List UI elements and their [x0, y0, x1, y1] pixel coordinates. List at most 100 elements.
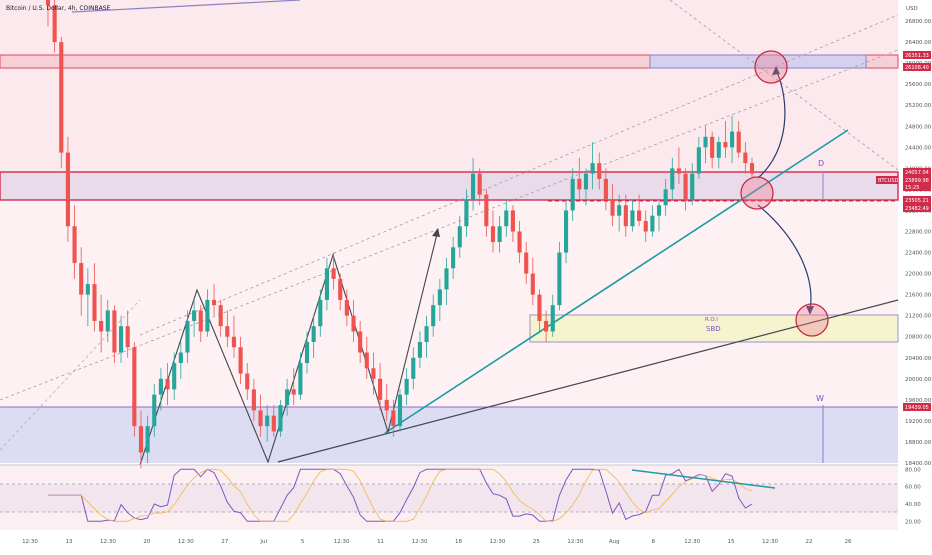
candle-body — [550, 305, 555, 332]
time-tick-label: Aug — [609, 539, 620, 545]
candle-body — [630, 210, 635, 227]
candle-body — [185, 320, 190, 353]
candle-body — [736, 131, 741, 153]
rsi-axis-ticks: 80.00 60.00 40.00 20.00 — [905, 467, 921, 525]
candle-body — [72, 226, 77, 264]
candle-body — [610, 199, 615, 216]
time-tick-label: 5 — [301, 539, 305, 545]
candle-body — [338, 278, 343, 300]
candle-body — [118, 326, 124, 353]
price-tick-label: 22800.00 — [905, 230, 932, 236]
time-tick-label: 12:30 — [334, 539, 350, 545]
candle-body — [344, 299, 349, 316]
target-circle-mid — [740, 176, 774, 210]
price-tick-label: 22400.00 — [905, 251, 932, 257]
candle-body — [218, 305, 223, 327]
candle-body — [45, 0, 51, 6]
sbd-zone — [529, 314, 899, 343]
rsi-line — [48, 468, 753, 522]
candle-body — [192, 310, 197, 321]
time-tick-label: 15 — [728, 539, 735, 545]
candle-body — [444, 268, 449, 290]
candle-body — [384, 399, 389, 411]
candle-body — [683, 173, 688, 200]
candle-body — [291, 389, 296, 395]
candle-body — [590, 163, 595, 174]
candle-body — [577, 178, 582, 190]
price-tag-bg — [903, 196, 931, 204]
time-tick-label: 27 — [221, 539, 228, 545]
candle-body — [730, 131, 735, 148]
candle-body — [570, 178, 575, 211]
time-tick-label: 25 — [533, 539, 540, 545]
candle-body — [504, 210, 509, 227]
rsi-divergence-line — [631, 469, 776, 489]
resistance-zone-mid — [0, 171, 899, 201]
candle-body — [211, 299, 217, 306]
candle-body — [490, 226, 496, 243]
candles-layer — [45, 0, 755, 469]
candle-body — [278, 405, 283, 432]
candle-body — [477, 173, 482, 195]
rsi-tick-label: 40.00 — [905, 502, 921, 508]
price-tick-label: 19600.00 — [905, 398, 932, 404]
candle-body — [617, 205, 622, 216]
time-tick-label: 20 — [143, 539, 150, 545]
price-tick-label: 18400.00 — [905, 461, 932, 467]
candle-body — [145, 426, 150, 453]
price-tick-label: 20400.00 — [905, 356, 932, 362]
trendline-dark — [277, 299, 899, 463]
candle-body — [743, 152, 748, 164]
price-tick-label: 24800.00 — [905, 124, 932, 130]
candle-body — [265, 415, 270, 427]
candle-body — [79, 263, 84, 295]
price-tag-label: 23482.49 — [905, 206, 929, 212]
candle-body — [710, 136, 715, 158]
candle-body — [417, 341, 422, 358]
time-tick-label: 12:30 — [178, 539, 194, 545]
price-tag-bg — [876, 176, 898, 184]
rsi-tick-label: 80.00 — [905, 467, 921, 473]
candle-body — [497, 226, 502, 243]
price-tag-bg — [903, 51, 931, 59]
candle-body — [696, 147, 701, 174]
price-axis-unit: USD — [906, 6, 918, 12]
candle-body — [112, 310, 117, 353]
time-tick-label: 12:30 — [412, 539, 428, 545]
price-tag-bg — [903, 403, 931, 411]
price-tag-label: 26108.40 — [905, 65, 929, 71]
channel-upper — [139, 14, 899, 336]
candle-body — [464, 199, 469, 227]
candle-body — [324, 268, 330, 300]
candle-body — [364, 352, 369, 369]
candle-body — [650, 215, 655, 232]
candle-body — [138, 426, 144, 453]
candle-body — [424, 326, 429, 342]
candle-body — [703, 136, 708, 148]
candle-body — [358, 331, 363, 353]
time-tick-label: Jul — [259, 539, 267, 545]
candle-body — [437, 289, 442, 306]
candle-body — [152, 394, 157, 427]
rsi-tick-label: 60.00 — [905, 485, 921, 491]
candle-body — [158, 378, 163, 395]
price-tag-bg — [903, 63, 931, 71]
candle-body — [723, 142, 728, 148]
price-tick-label: 20000.00 — [905, 377, 932, 383]
candle-body — [85, 284, 90, 295]
candle-body — [537, 294, 542, 321]
candle-body — [231, 336, 237, 348]
rsi-pane-bg — [0, 465, 898, 530]
candle-body — [517, 231, 522, 253]
candle-body — [557, 252, 562, 306]
price-pane-bg-mid — [0, 200, 898, 407]
time-axis-bg — [0, 530, 898, 550]
price-tag-label: BTCUSD — [878, 178, 899, 184]
candle-body — [663, 189, 668, 206]
candle-body — [92, 284, 97, 321]
candle-body — [676, 168, 682, 174]
channel-diag-left — [0, 299, 141, 451]
zone-label-sbd: SBD — [706, 325, 721, 333]
candle-body — [457, 226, 462, 248]
